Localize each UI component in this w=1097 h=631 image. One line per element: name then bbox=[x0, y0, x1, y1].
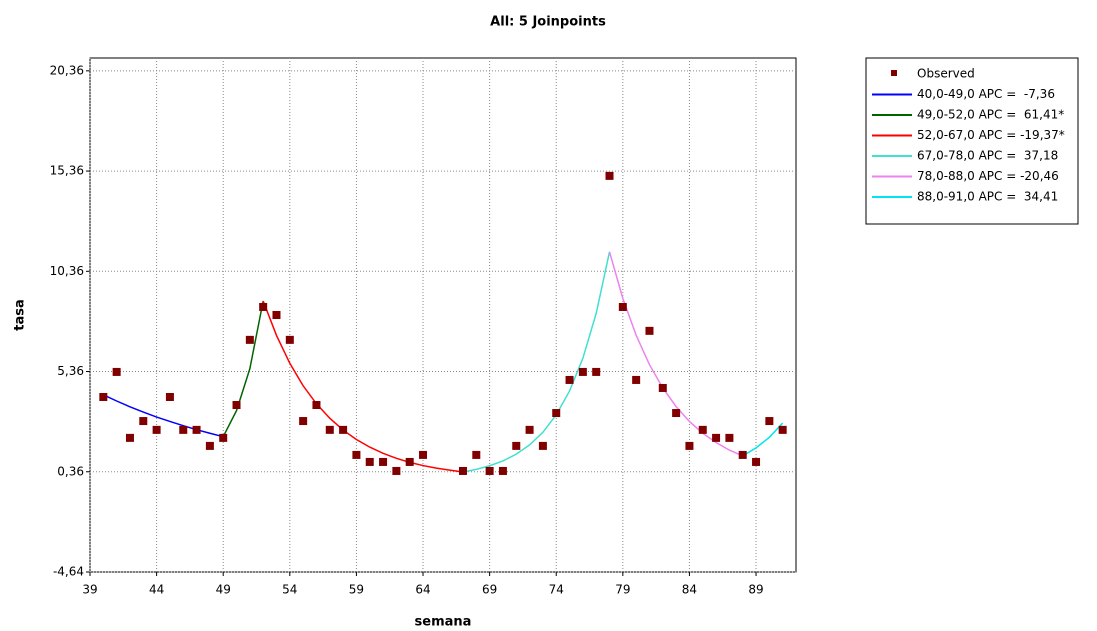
legend-label: 88,0-91,0 APC = 34,41 bbox=[917, 190, 1058, 204]
y-tick-label: 0,36 bbox=[57, 464, 84, 478]
observed-point bbox=[725, 433, 734, 442]
observed-point bbox=[285, 335, 294, 344]
observed-point bbox=[379, 457, 388, 466]
x-tick-label: 64 bbox=[415, 583, 430, 597]
x-tick-label: 84 bbox=[682, 583, 697, 597]
observed-point bbox=[605, 171, 614, 180]
fit-line bbox=[462, 251, 611, 473]
observed-point bbox=[259, 302, 268, 311]
chart-title: All: 5 Joinpoints bbox=[490, 15, 606, 30]
observed-point bbox=[632, 375, 641, 384]
observed-point bbox=[405, 457, 414, 466]
observed-point bbox=[778, 425, 787, 434]
observed-point bbox=[512, 441, 521, 450]
observed-point bbox=[658, 383, 667, 392]
observed-point bbox=[112, 367, 121, 376]
fit-line bbox=[608, 251, 744, 457]
fit-line bbox=[262, 300, 464, 473]
legend-label: 67,0-78,0 APC = 37,18 bbox=[917, 149, 1058, 163]
x-tick-label: 79 bbox=[615, 583, 630, 597]
y-tick-label: -4,64 bbox=[53, 565, 84, 579]
y-tick-label: 20,36 bbox=[50, 63, 84, 77]
x-tick-label: 44 bbox=[149, 583, 164, 597]
y-tick-label: 15,36 bbox=[50, 164, 84, 178]
observed-point bbox=[272, 311, 281, 319]
observed-point bbox=[538, 441, 547, 450]
legend-label: Observed bbox=[917, 67, 975, 81]
legend-label: 52,0-67,0 APC = -19,37* bbox=[917, 128, 1065, 142]
observed-point bbox=[738, 450, 747, 459]
x-tick-label: 54 bbox=[282, 583, 297, 597]
observed-point bbox=[219, 433, 228, 442]
observed-point bbox=[458, 466, 467, 475]
observed-point bbox=[352, 450, 361, 459]
x-axis-title: semana bbox=[415, 615, 472, 630]
observed-point bbox=[645, 326, 654, 335]
observed-point bbox=[752, 457, 761, 466]
observed-point bbox=[419, 450, 428, 459]
observed-point bbox=[245, 335, 254, 344]
observed-point bbox=[698, 425, 707, 434]
observed-point bbox=[472, 450, 481, 459]
observed-point bbox=[179, 425, 188, 434]
observed-point bbox=[592, 367, 601, 376]
observed-point bbox=[125, 433, 134, 442]
x-tick-label: 59 bbox=[349, 583, 364, 597]
observed-point bbox=[152, 425, 161, 434]
observed-point bbox=[552, 409, 561, 418]
x-tick-label: 74 bbox=[549, 583, 564, 597]
observed-point bbox=[365, 457, 374, 466]
x-tick-label: 39 bbox=[82, 583, 97, 597]
observed-point bbox=[618, 302, 627, 311]
x-tick-label: 89 bbox=[748, 583, 763, 597]
observed-point bbox=[578, 367, 587, 376]
legend-label: 40,0-49,0 APC = -7,36 bbox=[917, 87, 1055, 101]
observed-point bbox=[165, 392, 174, 401]
y-tick-label: 5,36 bbox=[57, 364, 84, 378]
observed-point bbox=[312, 401, 321, 410]
observed-point bbox=[712, 433, 721, 442]
observed-point bbox=[485, 466, 494, 475]
observed-point bbox=[685, 441, 694, 450]
fit-line bbox=[103, 394, 224, 438]
observed-point bbox=[498, 466, 507, 475]
y-tick-label: 10,36 bbox=[50, 264, 84, 278]
observed-point bbox=[205, 441, 214, 450]
x-tick-label: 49 bbox=[216, 583, 231, 597]
observed-point bbox=[325, 425, 334, 434]
observed-point bbox=[765, 417, 774, 426]
legend-label: 49,0-52,0 APC = 61,41* bbox=[917, 108, 1064, 122]
legend-marker bbox=[891, 70, 897, 76]
observed-point bbox=[192, 425, 201, 434]
y-axis-title: tasa bbox=[13, 299, 28, 331]
x-tick-label: 69 bbox=[482, 583, 497, 597]
observed-point bbox=[99, 392, 108, 401]
fit-line bbox=[222, 300, 264, 438]
observed-point bbox=[299, 417, 308, 426]
observed-point bbox=[525, 425, 534, 434]
observed-point bbox=[139, 417, 148, 426]
observed-point bbox=[392, 466, 401, 475]
observed-point bbox=[339, 425, 348, 434]
observed-point bbox=[672, 409, 681, 418]
fit-line bbox=[742, 422, 784, 457]
legend-label: 78,0-88,0 APC = -20,46 bbox=[917, 169, 1059, 183]
observed-point bbox=[565, 375, 574, 384]
observed-point bbox=[232, 401, 241, 410]
plot-frame bbox=[89, 57, 797, 573]
